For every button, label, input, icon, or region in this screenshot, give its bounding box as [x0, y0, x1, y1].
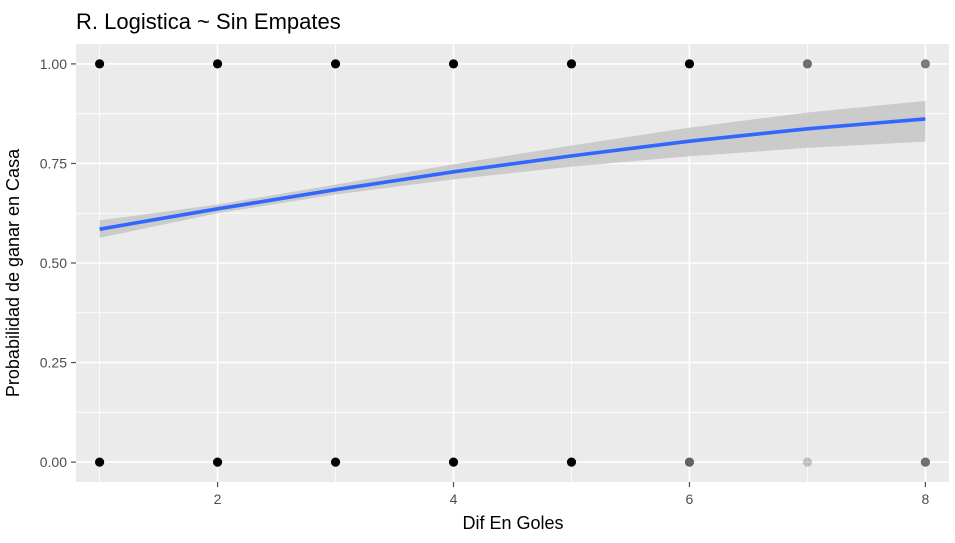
y-tick-label: 0.50 [40, 255, 67, 271]
y-axis-label: Probabilidad de ganar en Casa [3, 148, 23, 397]
y-tick-label: 1.00 [40, 56, 67, 72]
data-point [802, 457, 813, 467]
x-axis-label: Dif En Goles [462, 513, 563, 533]
data-point [212, 59, 223, 69]
data-point [448, 59, 459, 69]
y-tick-label: 0.25 [40, 355, 67, 371]
grid-major [76, 44, 949, 482]
x-axis-ticks: 2 4 6 8 [214, 482, 930, 507]
data-point [94, 59, 105, 69]
fit-line [99, 117, 926, 231]
y-axis-ticks: 0.00 0.25 0.50 0.75 1.00 [40, 56, 76, 470]
data-point [330, 457, 341, 467]
data-point [684, 457, 695, 467]
data-point [448, 457, 459, 467]
y-tick-label: 0.75 [40, 155, 67, 171]
x-tick-label: 2 [214, 491, 222, 507]
data-point [566, 59, 577, 69]
data-point [566, 457, 577, 467]
confidence-ribbon [99, 100, 926, 238]
chart-title: R. Logistica ~ Sin Empates [76, 9, 341, 34]
data-point [920, 457, 931, 467]
x-tick-label: 8 [922, 491, 930, 507]
x-tick-label: 6 [686, 491, 694, 507]
data-points [94, 59, 931, 467]
data-point [330, 59, 341, 69]
data-point [212, 457, 223, 467]
data-point [802, 59, 813, 69]
data-point [94, 457, 105, 467]
x-tick-label: 4 [450, 491, 458, 507]
data-point [684, 59, 695, 69]
y-tick-label: 0.00 [40, 454, 67, 470]
data-point [920, 59, 931, 69]
